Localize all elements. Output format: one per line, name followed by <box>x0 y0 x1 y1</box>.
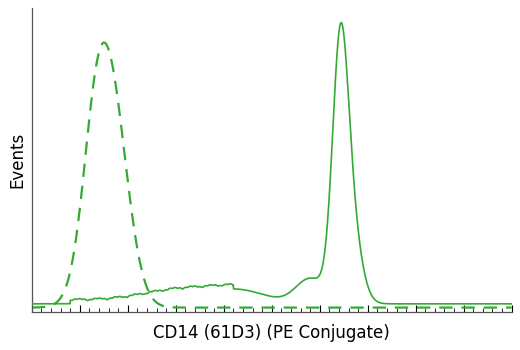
X-axis label: CD14 (61D3) (PE Conjugate): CD14 (61D3) (PE Conjugate) <box>153 324 390 342</box>
Y-axis label: Events: Events <box>8 132 27 188</box>
